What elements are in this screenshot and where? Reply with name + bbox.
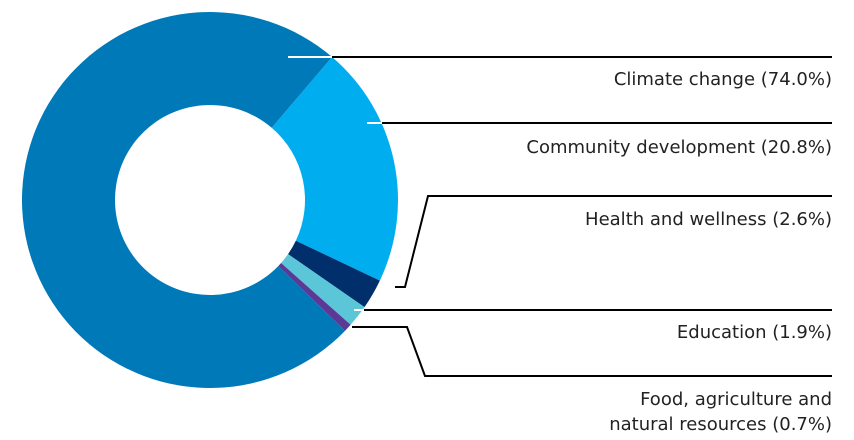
slice [281, 254, 365, 325]
label: Community development (20.8%) [526, 137, 832, 158]
slice [288, 240, 380, 308]
slice [271, 57, 398, 281]
label: Health and wellness (2.6%) [585, 209, 832, 230]
leader-line [352, 326, 832, 377]
label: Climate change (74.0%) [613, 69, 832, 90]
leader-line [395, 195, 832, 288]
slices [21, 12, 398, 389]
slice [21, 12, 346, 389]
slice [278, 263, 351, 331]
leaders [288, 56, 832, 377]
label: Food, agriculture and natural resources … [609, 389, 832, 435]
label: Education (1.9%) [676, 322, 832, 343]
